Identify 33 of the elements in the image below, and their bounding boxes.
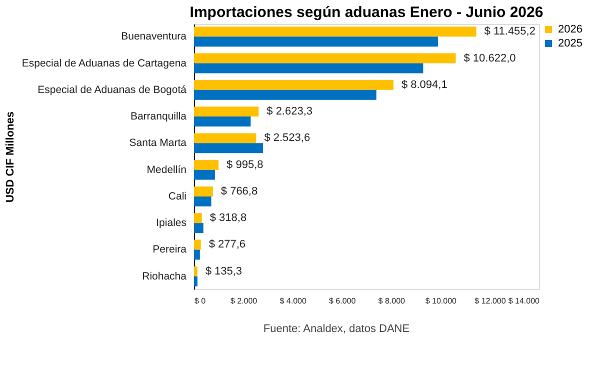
data-label: $ 11.455,2 bbox=[484, 26, 536, 38]
y-tick-label: Cali bbox=[168, 190, 186, 202]
y-tick-label: Medellín bbox=[146, 164, 187, 176]
x-tick-label: $ 10.000 bbox=[425, 296, 458, 306]
data-label: $ 2.523,6 bbox=[264, 132, 310, 144]
x-tick-label: $ 12.000 bbox=[474, 296, 506, 306]
legend-label: 2026 bbox=[558, 24, 582, 36]
x-tick-label: $ 2.000 bbox=[230, 296, 258, 306]
x-tick-label: $ 4.000 bbox=[280, 296, 307, 306]
y-tick-label: Barranquilla bbox=[130, 110, 187, 123]
data-label: $ 995,8 bbox=[226, 158, 264, 171]
y-tick-label: Riohacha bbox=[142, 270, 187, 282]
y-tick-label: Santa Marta bbox=[129, 137, 187, 150]
data-label: $ 135,3 bbox=[205, 265, 242, 278]
x-tick-label: $ 6.000 bbox=[329, 296, 356, 306]
source-note: Fuente: Analdex, datos DANE bbox=[263, 323, 410, 335]
y-axis-title: USD CIF Millones bbox=[4, 111, 16, 203]
data-label: $ 8.094,1 bbox=[401, 78, 448, 91]
legend-label: 2025 bbox=[558, 38, 582, 50]
data-label: $ 766,8 bbox=[220, 185, 258, 198]
y-tick-label: Especial de Aduanas de Bogotá bbox=[38, 84, 187, 96]
chart-title: Importaciones según aduanas Enero - Junio 2026 bbox=[190, 4, 544, 21]
data-label: $ 318,8 bbox=[210, 212, 247, 224]
y-tick-label: Pereira bbox=[152, 244, 187, 256]
x-tick-label: $ 8.000 bbox=[378, 296, 406, 306]
x-tick-label: $ 0 bbox=[194, 296, 206, 306]
y-tick-label: Especial de Aduanas de Cartagena bbox=[22, 57, 187, 70]
data-label: $ 10.622,0 bbox=[464, 52, 516, 64]
data-label: $ 277,6 bbox=[208, 238, 246, 251]
x-tick-label: $ 14.000 bbox=[508, 296, 540, 306]
data-label: $ 2.623,3 bbox=[266, 106, 313, 118]
y-tick-label: Ipiales bbox=[156, 217, 186, 230]
y-tick-label: Buenaventura bbox=[121, 30, 187, 43]
